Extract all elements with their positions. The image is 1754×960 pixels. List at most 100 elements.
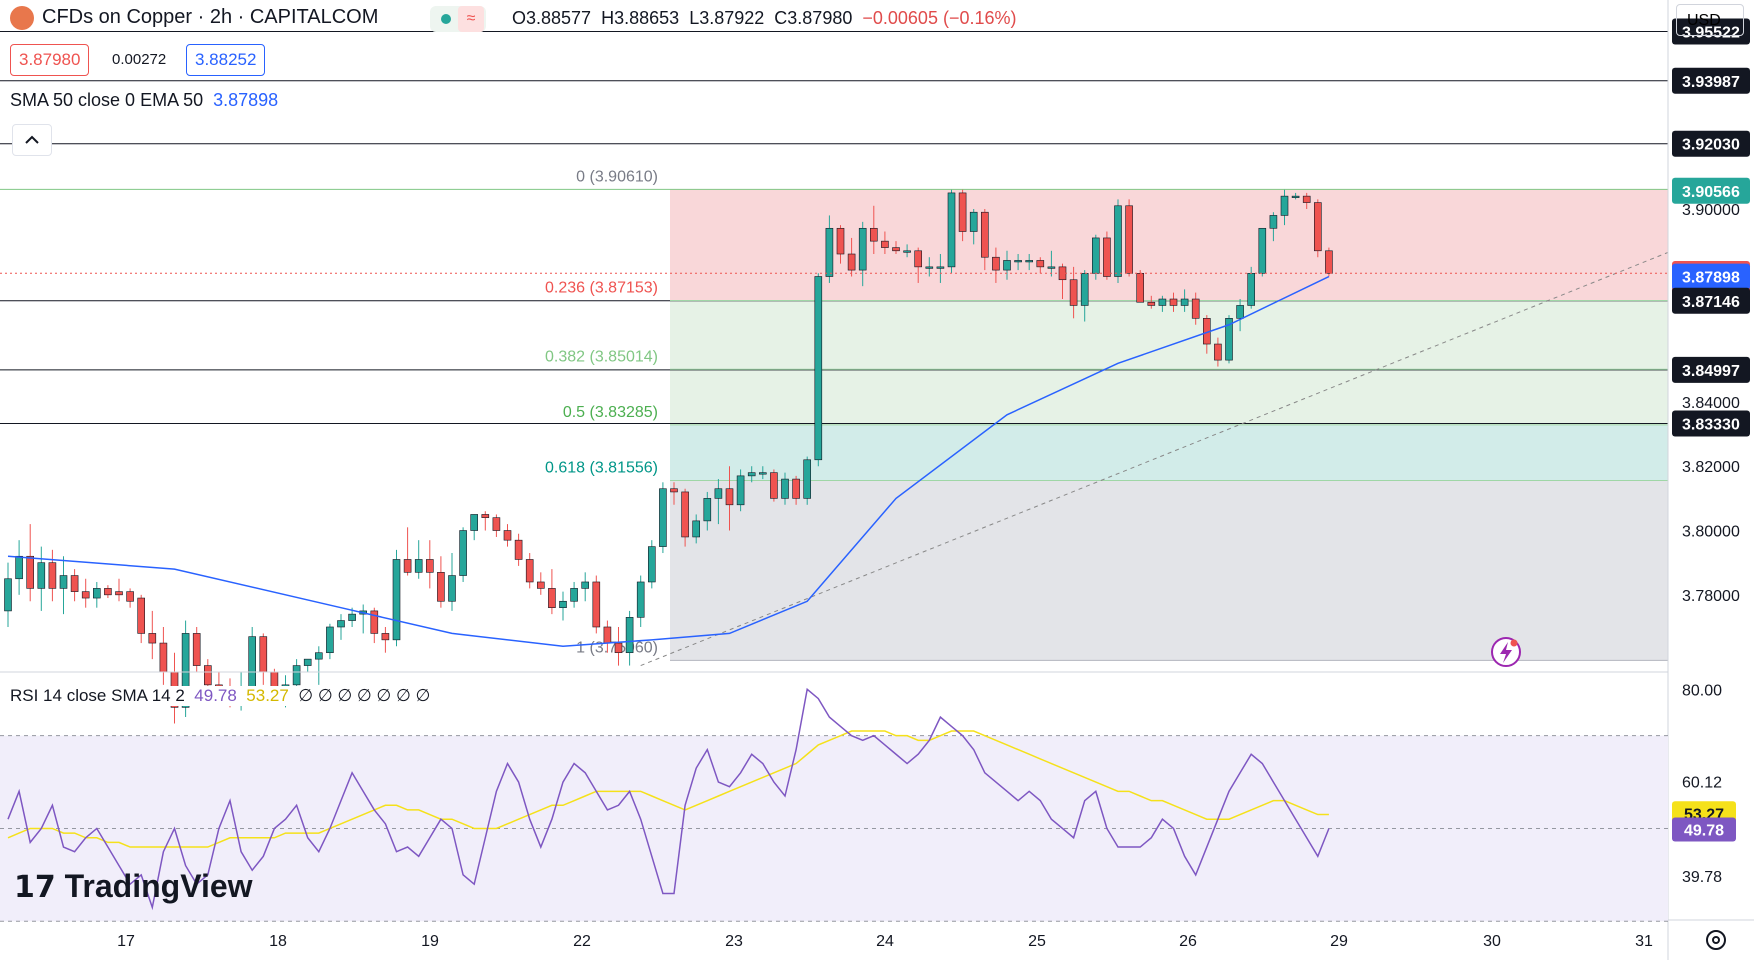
candle-body (1236, 305, 1244, 319)
candle (414, 540, 423, 579)
candle (525, 553, 534, 589)
candle (770, 469, 778, 502)
candle-body (892, 247, 900, 252)
candle-body (681, 491, 689, 538)
candle (148, 610, 157, 660)
time-tick-label: 19 (421, 933, 439, 950)
sell-price-button[interactable]: 3.87980 (10, 44, 90, 76)
candle (681, 488, 689, 547)
candle-body (1069, 279, 1078, 306)
candle-body (1247, 273, 1255, 306)
price-label-bg (1672, 18, 1750, 45)
candle-body (980, 211, 989, 258)
candle-body (137, 597, 145, 634)
tradingview-wordmark: TradingView (64, 868, 253, 904)
time-axis[interactable]: 17 18 19 22 23 24 25 26 29 30 31 (117, 933, 1653, 950)
candle-body (292, 665, 301, 686)
price-label-bg (1672, 287, 1750, 314)
candle (4, 562, 12, 627)
settings-gear-icon[interactable] (1706, 930, 1726, 950)
candle-body (414, 559, 423, 573)
candle-body (869, 227, 878, 242)
candle-body (1047, 266, 1056, 269)
rsi-tick-label: 39.78 (1682, 869, 1722, 886)
chart-title[interactable]: CFDs on Copper · 2h · CAPITALCOM (42, 6, 379, 28)
lightning-icon[interactable] (1491, 637, 1521, 667)
high-value: H3.88653 (601, 8, 680, 28)
candle (1125, 199, 1133, 277)
candle-body (392, 559, 401, 641)
rsi-value-text: 49.78 (1684, 823, 1724, 840)
candle-body (881, 240, 889, 248)
candle (803, 456, 812, 505)
candle (359, 604, 368, 634)
collapse-legend-button[interactable] (12, 124, 52, 156)
currency-selector[interactable]: USD (1676, 4, 1744, 36)
sma-line (7, 275, 1330, 648)
price-label-text: 3.84997 (1682, 363, 1740, 380)
candle (326, 623, 334, 660)
candle (559, 591, 567, 621)
candle (126, 588, 134, 608)
candle (137, 594, 145, 644)
price-axis[interactable]: 3.90000 3.84000 3.82000 3.80000 3.78000 3.955… (1672, 18, 1750, 605)
candle-body (636, 581, 645, 618)
candle-body (503, 530, 512, 541)
tradingview-logo: 𝟭𝟳 TradingView (14, 868, 253, 905)
candle (93, 581, 101, 608)
candle (392, 549, 401, 647)
price-label-bg (1672, 356, 1750, 383)
candle-body (858, 227, 867, 271)
candle-body (1314, 202, 1322, 252)
candle (1014, 254, 1022, 271)
candle (1236, 299, 1244, 332)
rsi-legend[interactable]: RSI 14 close SMA 14 2 49.78 53.27 ∅ ∅ ∅ … (10, 686, 431, 706)
candle-body (115, 591, 123, 596)
time-tick-label: 25 (1028, 933, 1046, 950)
candle-body (914, 250, 923, 268)
candle (81, 578, 90, 608)
candle (925, 257, 934, 277)
candle (292, 659, 301, 692)
candle (536, 572, 545, 595)
rsi-sma-value: 53.27 (246, 686, 289, 705)
candle (825, 215, 834, 283)
candle-body (1180, 298, 1189, 306)
rsi-tick-label: 80.00 (1682, 682, 1722, 699)
candle (1114, 199, 1122, 283)
candle-body (1325, 250, 1333, 274)
candle-body (314, 652, 323, 660)
candle (1225, 315, 1233, 364)
candle-body (59, 575, 68, 589)
price-label: 3.92030 (1672, 130, 1750, 157)
buy-price-button[interactable]: 3.88252 (186, 44, 266, 76)
price-label-text: 3.83330 (1682, 416, 1740, 433)
candle-body (703, 498, 712, 522)
candle-body (425, 559, 434, 573)
candle-body (1092, 237, 1100, 274)
indicator-legend[interactable]: SMA 50 close 0 EMA 50 3.87898 (10, 90, 285, 111)
candle-body (437, 572, 445, 602)
candle (370, 607, 379, 644)
candle-body (70, 575, 79, 592)
candle (914, 247, 923, 283)
ohlc-readout: O3.88577 H3.88653 L3.87922 C3.87980 −0.0… (512, 8, 1017, 29)
time-tick-label: 17 (117, 933, 135, 950)
candle-body (181, 633, 190, 708)
rsi-value-bg (1672, 817, 1736, 842)
candle-body (847, 253, 856, 271)
candle-body (403, 559, 412, 573)
candle (26, 524, 35, 602)
candle (1191, 292, 1200, 325)
candle (1302, 192, 1311, 209)
candle (836, 225, 845, 264)
candle (104, 585, 112, 599)
indicator-label: SMA 50 close 0 EMA 50 (10, 90, 204, 110)
price-label-text: 3.93987 (1682, 74, 1740, 91)
candle-body (1169, 298, 1178, 306)
price-tick-label: 3.84000 (1682, 395, 1740, 412)
market-status-badge[interactable]: ≈ (430, 6, 486, 32)
candle-body (1103, 237, 1111, 277)
